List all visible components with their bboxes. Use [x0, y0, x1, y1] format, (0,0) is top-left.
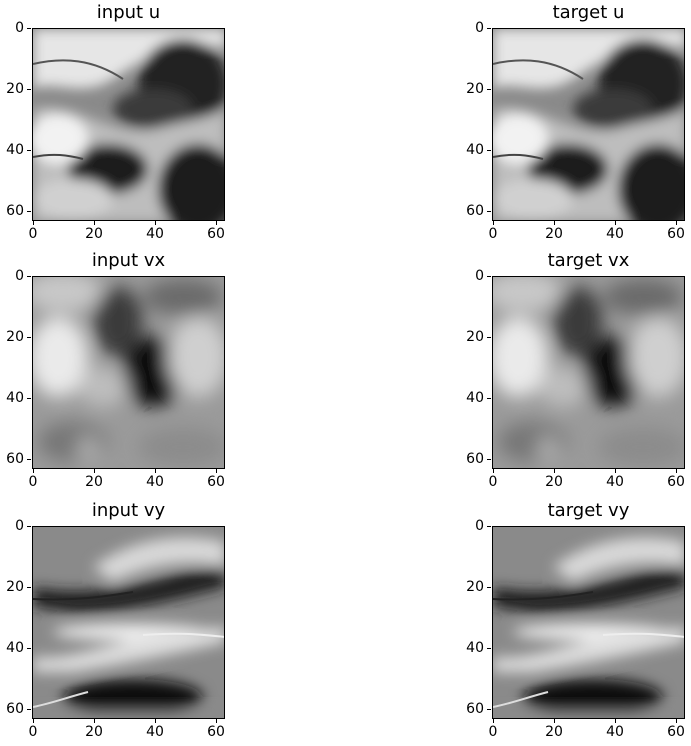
x-tick-label: 20: [539, 475, 569, 489]
y-tick-label: 20: [458, 330, 484, 344]
vy-field-graphic: [493, 527, 685, 719]
x-tick-label: 0: [478, 227, 508, 241]
y-tick-label: 0: [458, 269, 484, 283]
x-tick-label: 60: [661, 725, 691, 739]
panel-title: target u: [492, 2, 685, 23]
y-tick-label: 40: [458, 641, 484, 655]
vx-field-graphic: [493, 277, 685, 469]
y-tick-label: 40: [458, 391, 484, 405]
y-tick-label: 0: [0, 21, 24, 35]
x-tick-label: 20: [539, 227, 569, 241]
y-tick-label: 60: [0, 204, 24, 218]
x-tick-label: 20: [79, 475, 109, 489]
x-tick-label: 0: [18, 725, 48, 739]
field-image-vy: [492, 526, 685, 719]
y-tick-label: 0: [0, 269, 24, 283]
field-image-vx: [492, 276, 685, 469]
x-tick-label: 0: [18, 475, 48, 489]
panel-title: target vx: [492, 250, 685, 271]
vx-field-graphic: [33, 277, 225, 469]
x-tick-label: 0: [478, 475, 508, 489]
y-tick-label: 60: [458, 204, 484, 218]
y-tick-label: 20: [0, 580, 24, 594]
y-tick-label: 60: [0, 702, 24, 716]
field-image-u: [492, 28, 685, 221]
field-image-vy: [32, 526, 225, 719]
vy-field-graphic: [33, 527, 225, 719]
x-tick-label: 20: [79, 227, 109, 241]
x-tick-label: 40: [600, 227, 630, 241]
y-tick-label: 0: [458, 21, 484, 35]
y-tick-label: 20: [458, 82, 484, 96]
x-tick-label: 60: [201, 475, 231, 489]
x-tick-label: 20: [539, 725, 569, 739]
x-tick-label: 40: [140, 227, 170, 241]
y-tick-label: 20: [458, 580, 484, 594]
x-tick-label: 60: [201, 725, 231, 739]
u-field-graphic: [493, 29, 685, 221]
x-tick-label: 60: [661, 227, 691, 241]
panel-title: input vy: [32, 500, 225, 521]
y-tick-label: 60: [458, 452, 484, 466]
u-field-graphic: [33, 29, 225, 221]
x-tick-label: 0: [478, 725, 508, 739]
y-tick-label: 40: [0, 641, 24, 655]
panel-title: input vx: [32, 250, 225, 271]
y-tick-label: 20: [0, 82, 24, 96]
field-image-u: [32, 28, 225, 221]
x-tick-label: 40: [140, 725, 170, 739]
x-tick-label: 40: [600, 725, 630, 739]
x-tick-label: 0: [18, 227, 48, 241]
y-tick-label: 40: [0, 391, 24, 405]
y-tick-label: 40: [0, 143, 24, 157]
y-tick-label: 40: [458, 143, 484, 157]
y-tick-label: 0: [458, 519, 484, 533]
y-tick-label: 20: [0, 330, 24, 344]
x-tick-label: 60: [661, 475, 691, 489]
y-tick-label: 0: [0, 519, 24, 533]
x-tick-label: 20: [79, 725, 109, 739]
y-tick-label: 60: [0, 452, 24, 466]
field-image-vx: [32, 276, 225, 469]
x-tick-label: 40: [140, 475, 170, 489]
y-tick-label: 60: [458, 702, 484, 716]
x-tick-label: 60: [201, 227, 231, 241]
panel-title: target vy: [492, 500, 685, 521]
panel-title: input u: [32, 2, 225, 23]
x-tick-label: 40: [600, 475, 630, 489]
